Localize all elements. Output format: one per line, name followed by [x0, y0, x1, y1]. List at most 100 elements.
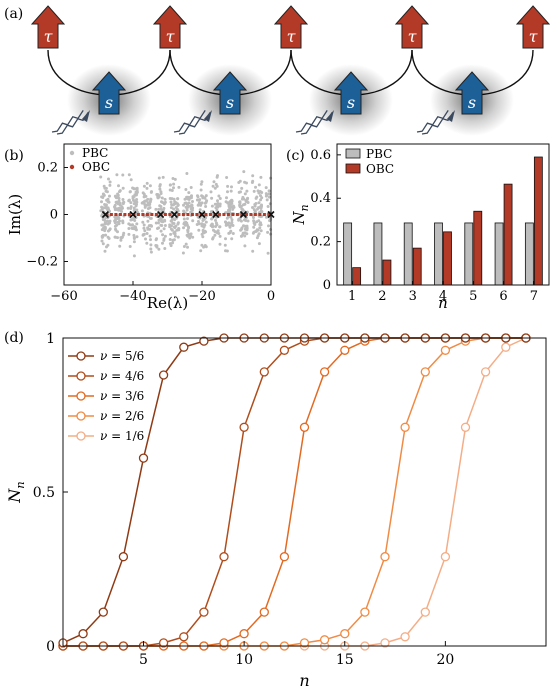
series-point — [299, 638, 310, 648]
pbc-point — [135, 235, 139, 239]
obc-cross-marker — [212, 210, 220, 219]
pbc-point — [121, 201, 125, 205]
series-point — [158, 638, 169, 648]
pbc-point — [242, 203, 245, 207]
pbc-bar — [464, 222, 474, 286]
pbc-point — [240, 197, 244, 201]
series-point — [179, 342, 189, 352]
c-legend-swatch-pbc — [345, 148, 361, 159]
pbc-point — [215, 175, 219, 179]
pbc-point — [242, 224, 245, 228]
series-point — [259, 607, 269, 617]
dissipation-wave-2 — [173, 110, 212, 135]
pbc-point — [176, 208, 179, 212]
d-x-tick-label: 20 — [436, 652, 454, 668]
pbc-point — [163, 234, 167, 238]
pbc-point — [127, 232, 131, 236]
obc-cross-marker — [129, 210, 137, 219]
pbc-point — [172, 197, 176, 201]
pbc-point — [266, 205, 270, 208]
c-y-tick-label: 0.4 — [310, 191, 331, 206]
pbc-point — [186, 245, 189, 249]
pbc-point — [148, 227, 152, 231]
pbc-point — [131, 223, 134, 227]
tau-spin-1: τ — [30, 5, 66, 49]
pbc-point — [161, 233, 165, 237]
pbc-point — [104, 233, 108, 237]
pbc-point — [243, 234, 247, 238]
pbc-point — [186, 205, 190, 209]
pbc-point — [246, 196, 250, 200]
pbc-point — [120, 205, 124, 209]
s-spin-2-arrow — [212, 71, 248, 115]
s-spin-2: s — [212, 71, 248, 115]
pbc-point — [102, 206, 106, 210]
pbc-point — [173, 234, 177, 238]
pbc-point — [183, 201, 187, 205]
pbc-point — [168, 225, 172, 229]
pbc-point — [182, 209, 186, 213]
pbc-point — [159, 229, 163, 233]
d-x-tick-label: 5 — [139, 652, 148, 668]
pbc-point — [155, 193, 159, 196]
b-y-tick-label: 0 — [50, 208, 58, 223]
series-point — [480, 367, 491, 377]
pbc-point — [239, 190, 242, 194]
panel-d-plot: 5 10 15 20 0 0.5 1 n Nn ν = 5/6 ν = 4/6 ν = 3/6 ν = … — [5, 331, 547, 690]
pbc-point — [241, 231, 245, 235]
d-y-tick-label: 0.5 — [33, 485, 55, 501]
pbc-point — [260, 191, 264, 194]
pbc-point — [259, 194, 262, 198]
pbc-point — [173, 177, 177, 181]
pbc-point — [232, 205, 236, 209]
pbc-point — [161, 175, 165, 179]
pbc-point — [132, 236, 136, 240]
pbc-point — [108, 194, 111, 198]
pbc-point — [224, 237, 227, 241]
pbc-point — [228, 225, 232, 229]
pbc-point — [103, 227, 107, 231]
pbc-point — [199, 188, 203, 192]
pbc-point — [114, 218, 118, 222]
series-point — [460, 422, 471, 432]
s-spin-1-label: s — [105, 93, 113, 112]
pbc-point — [172, 182, 176, 186]
pbc-point — [169, 206, 173, 210]
pbc-point — [108, 183, 112, 187]
pbc-point — [242, 170, 246, 174]
pbc-point — [99, 209, 103, 213]
pbc-point — [197, 228, 201, 232]
pbc-point — [100, 200, 103, 204]
pbc-point — [231, 232, 235, 235]
b-x-tick-label: −60 — [50, 289, 77, 304]
pbc-point — [162, 227, 166, 231]
obc-cross-marker — [170, 210, 178, 219]
d-legend-marker — [76, 351, 86, 361]
series-point — [239, 422, 249, 432]
series-point — [219, 552, 229, 562]
dissipation-wave-1-line-1 — [56, 112, 89, 135]
pbc-point — [186, 228, 190, 232]
obc-cross-marker — [101, 210, 109, 219]
pbc-point — [161, 220, 165, 224]
pbc-point — [186, 234, 190, 238]
pbc-point — [130, 226, 134, 230]
pbc-point — [128, 245, 132, 248]
pbc-point — [191, 200, 194, 203]
dissipation-wave-3-line-1 — [300, 112, 333, 135]
pbc-point — [267, 224, 270, 228]
pbc-point — [254, 196, 258, 200]
pbc-point — [113, 203, 117, 207]
dissipation-wave-2-line-1 — [178, 112, 211, 135]
pbc-point — [199, 203, 203, 207]
pbc-point — [145, 241, 149, 245]
pbc-point — [170, 189, 174, 192]
obc-bar — [352, 267, 362, 286]
pbc-point — [251, 174, 255, 178]
pbc-point — [256, 189, 260, 193]
pbc-point — [113, 221, 117, 225]
pbc-point — [126, 206, 130, 210]
pbc-point — [146, 219, 150, 223]
pbc-point — [149, 247, 153, 251]
pbc-point — [132, 206, 136, 210]
